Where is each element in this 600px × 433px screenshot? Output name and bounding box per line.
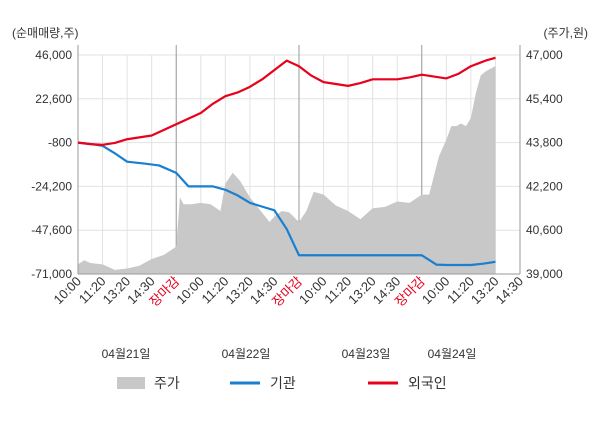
x-tick-label: 10:00 [173, 274, 207, 308]
right-tick-label: 42,200 [526, 179, 563, 193]
institution-line [77, 141, 496, 267]
series-lines-layer [77, 56, 496, 267]
legend-label-institution: 기관 [270, 375, 296, 391]
date-labels: 04월21일 04월22일 04월23일 04월24일 [102, 347, 477, 361]
right-tick-label: 45,400 [526, 92, 563, 106]
left-tick-label: -71,000 [31, 267, 72, 281]
legend-label-price: 주가 [154, 375, 180, 391]
legend-label-foreign: 외국인 [408, 375, 447, 391]
foreign-line [77, 56, 496, 146]
right-tick-label: 43,800 [526, 136, 563, 150]
price-area [78, 65, 496, 274]
right-tick-label: 39,000 [526, 267, 563, 281]
x-axis-ticks: 10:0011:2013:2014:30장마감10:0011:2013:2014… [51, 273, 527, 309]
left-tick-label: 22,600 [35, 92, 72, 106]
x-tick-label: 13:20 [100, 274, 134, 308]
right-tick-label: 47,000 [526, 48, 563, 62]
date-label: 04월22일 [222, 347, 271, 361]
legend-swatch-price [117, 377, 145, 389]
x-tick-label: 13:20 [345, 274, 379, 308]
x-tick-label: 10:00 [419, 274, 453, 308]
price-area-layer [78, 65, 496, 274]
left-tick-label: -800 [48, 136, 72, 150]
left-axis-unit-label: (순매매량,주) [12, 26, 79, 40]
left-tick-label: -24,200 [31, 179, 72, 193]
date-label: 04월23일 [342, 347, 391, 361]
left-tick-label: 46,000 [35, 48, 72, 62]
left-tick-label: -47,600 [31, 223, 72, 237]
left-axis-ticks: 46,000 22,600 -800 -24,200 -47,600 -71,000 [31, 48, 72, 281]
right-axis-unit-label: (주가,원) [544, 26, 588, 40]
legend: 주가 기관 외국인 [117, 375, 447, 391]
right-axis-ticks: 47,000 45,400 43,800 42,200 40,600 39,000 [526, 48, 563, 281]
x-tick-label: 13:20 [222, 274, 256, 308]
x-tick-label: 10:00 [296, 274, 330, 308]
date-label: 04월21일 [102, 347, 151, 361]
x-tick-label: 13:20 [468, 274, 502, 308]
right-tick-label: 40,600 [526, 223, 563, 237]
date-label: 04월24일 [428, 347, 477, 361]
x-tick-label: 14:30 [493, 274, 527, 308]
